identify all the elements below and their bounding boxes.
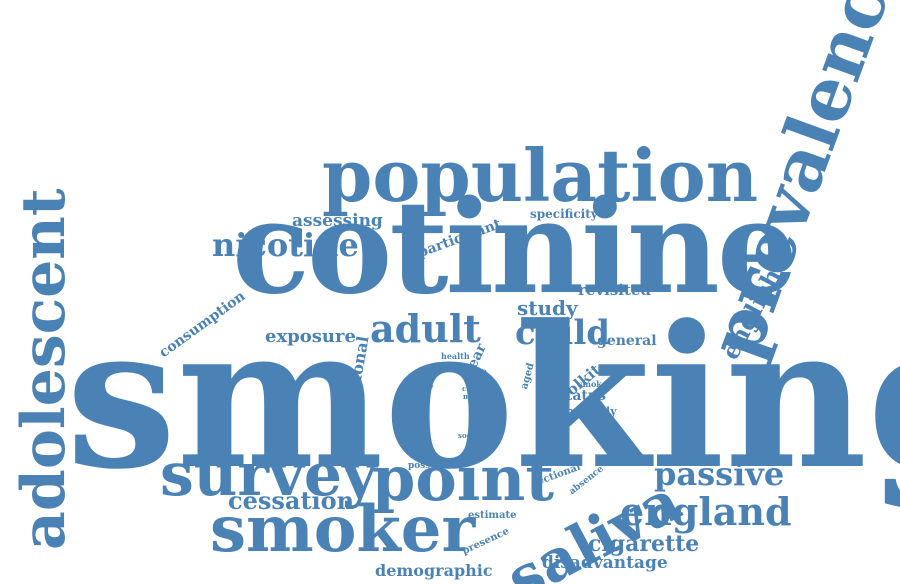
word-survey: survey: [160, 440, 377, 510]
word-cotinine: cotinine: [232, 173, 798, 323]
word-demographic: demographic: [375, 561, 493, 580]
word-cessation: cessation: [228, 486, 355, 515]
word-possible: possible: [408, 461, 450, 471]
word-general: general: [597, 333, 657, 349]
word-monthly: monthly: [566, 405, 617, 418]
word-adolescent: adolescent: [9, 188, 79, 550]
word-health: health: [441, 351, 470, 361]
word-status: status: [558, 388, 606, 404]
word-adult: adult: [370, 306, 481, 351]
word-child: child: [515, 313, 611, 353]
word-nicotine: nicotine: [212, 226, 359, 264]
word-smoking: smoking: [66, 283, 900, 513]
word-more: more: [463, 392, 484, 401]
word-point: point: [372, 442, 554, 515]
word-use: use: [475, 368, 487, 375]
word-smoke: smoke: [578, 379, 607, 389]
word-disadvantage: disadvantage: [542, 553, 668, 573]
word-social: social: [458, 431, 481, 440]
word-assessing: assessing: [292, 211, 383, 231]
word-estimate: estimate: [468, 510, 517, 521]
word-revisited: revisited: [578, 281, 651, 299]
word-population: population: [322, 133, 759, 218]
word-specificity: specificity: [530, 207, 598, 221]
word-cigarette: cigarette: [588, 531, 700, 557]
word-england: england: [620, 489, 792, 534]
word-passive: passive: [654, 455, 785, 493]
word-smoker: smoker: [210, 492, 476, 567]
word-study: study: [517, 296, 578, 320]
word-cross: cross: [462, 384, 483, 393]
word-exposure: exposure: [265, 326, 356, 347]
